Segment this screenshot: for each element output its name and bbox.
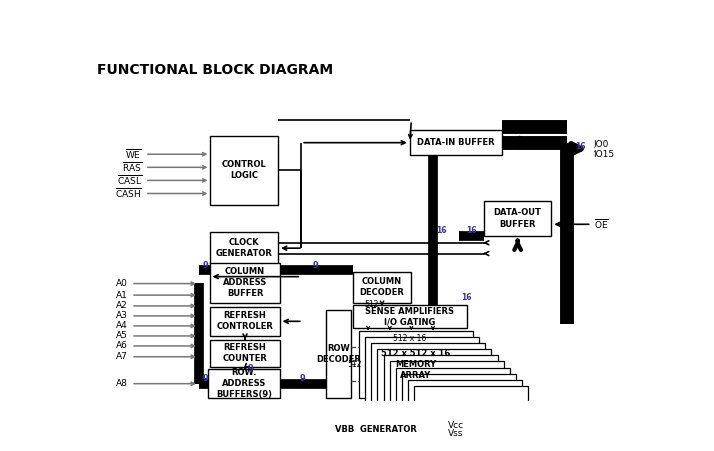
Bar bbox=[484, 201, 551, 236]
Text: ROW
DECODER: ROW DECODER bbox=[316, 344, 361, 364]
Bar bbox=[408, 380, 522, 447]
Bar bbox=[208, 369, 280, 398]
Bar bbox=[211, 340, 280, 367]
Text: CLOCK
GENERATOR: CLOCK GENERATOR bbox=[216, 238, 273, 258]
Text: 512: 512 bbox=[347, 360, 361, 369]
Bar bbox=[396, 368, 510, 435]
Text: A6: A6 bbox=[116, 341, 128, 350]
Text: $\overline{\mathrm{OE}}$: $\overline{\mathrm{OE}}$ bbox=[594, 217, 608, 231]
Text: FUNCTIONAL BLOCK DIAGRAM: FUNCTIONAL BLOCK DIAGRAM bbox=[97, 63, 333, 77]
Bar bbox=[353, 305, 467, 328]
Text: :: : bbox=[593, 145, 596, 154]
Bar bbox=[211, 263, 280, 303]
Text: A3: A3 bbox=[116, 312, 128, 320]
Text: 16: 16 bbox=[575, 142, 586, 151]
Text: 9: 9 bbox=[203, 374, 208, 383]
Text: Vcc: Vcc bbox=[448, 421, 463, 430]
Text: $\overline{\mathrm{CASH}}$: $\overline{\mathrm{CASH}}$ bbox=[115, 187, 142, 200]
Text: 9: 9 bbox=[300, 374, 306, 383]
Bar bbox=[326, 310, 351, 398]
Text: 9: 9 bbox=[313, 261, 318, 270]
Text: A7: A7 bbox=[116, 352, 128, 361]
Bar bbox=[211, 307, 280, 336]
Bar bbox=[371, 343, 486, 410]
Text: A1: A1 bbox=[116, 290, 128, 299]
Text: A5: A5 bbox=[116, 331, 128, 341]
Text: A2: A2 bbox=[116, 301, 128, 310]
Text: A4: A4 bbox=[116, 322, 128, 331]
Bar bbox=[365, 337, 479, 405]
Text: A0: A0 bbox=[116, 279, 128, 288]
Bar bbox=[390, 361, 504, 429]
Text: IO15: IO15 bbox=[593, 150, 614, 159]
Text: CONTROL
LOGIC: CONTROL LOGIC bbox=[222, 161, 266, 180]
Text: 9: 9 bbox=[203, 261, 208, 270]
Bar bbox=[330, 417, 422, 442]
Text: $\overline{\mathrm{RAS}}$: $\overline{\mathrm{RAS}}$ bbox=[121, 161, 142, 174]
Text: DATA-OUT
BUFFER: DATA-OUT BUFFER bbox=[493, 208, 541, 229]
Bar bbox=[378, 349, 491, 417]
Text: Vss: Vss bbox=[448, 429, 463, 438]
Text: 16: 16 bbox=[466, 226, 477, 235]
Text: VBB  GENERATOR: VBB GENERATOR bbox=[335, 424, 417, 433]
Text: 512 x 512 x 16
MEMORY
ARRAY: 512 x 512 x 16 MEMORY ARRAY bbox=[381, 349, 451, 380]
Text: COLUMN
DECODER: COLUMN DECODER bbox=[360, 277, 405, 298]
Bar bbox=[383, 355, 498, 423]
Bar bbox=[402, 374, 516, 442]
Text: ROW.
ADDRESS
BUFFERS(9): ROW. ADDRESS BUFFERS(9) bbox=[216, 368, 272, 399]
Text: $\overline{\mathrm{WE}}$: $\overline{\mathrm{WE}}$ bbox=[125, 147, 142, 161]
Text: 16: 16 bbox=[461, 293, 472, 302]
Text: 512: 512 bbox=[364, 300, 378, 309]
Bar bbox=[410, 130, 502, 155]
Text: 512 x 16: 512 x 16 bbox=[393, 334, 426, 343]
Bar bbox=[414, 386, 528, 451]
Text: A8: A8 bbox=[116, 379, 128, 388]
Bar bbox=[211, 232, 278, 264]
Text: 9: 9 bbox=[248, 364, 254, 373]
Bar bbox=[211, 136, 278, 205]
Bar bbox=[353, 272, 411, 303]
Text: DATA-IN BUFFER: DATA-IN BUFFER bbox=[417, 138, 495, 147]
Text: SENSE AMPLIFIERS
I/O GATING: SENSE AMPLIFIERS I/O GATING bbox=[366, 307, 454, 327]
Text: COLUMN
ADDRESS
BUFFER: COLUMN ADDRESS BUFFER bbox=[223, 267, 267, 299]
Bar bbox=[359, 331, 473, 398]
Text: REFRESH
CONTROLER: REFRESH CONTROLER bbox=[216, 311, 273, 331]
Text: REFRESH
COUNTER: REFRESH COUNTER bbox=[223, 343, 268, 364]
Text: $\overline{\mathrm{CASL}}$: $\overline{\mathrm{CASL}}$ bbox=[116, 174, 142, 187]
Text: IO0: IO0 bbox=[593, 140, 608, 149]
Text: 16: 16 bbox=[436, 226, 446, 235]
